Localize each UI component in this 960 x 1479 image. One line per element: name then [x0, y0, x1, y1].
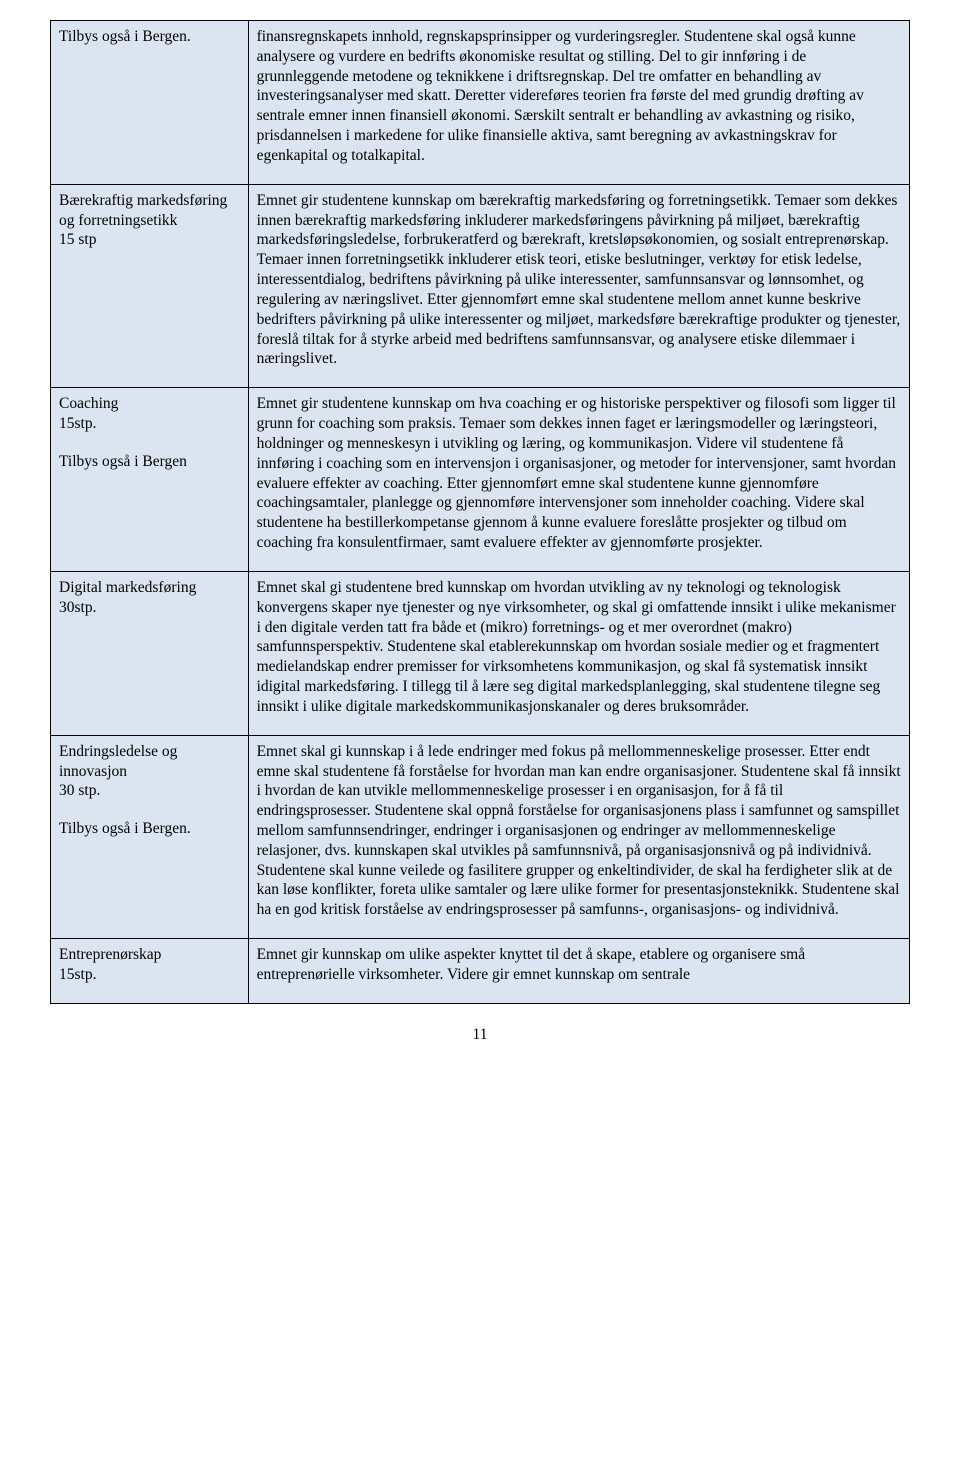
course-title: Entreprenørskap: [59, 945, 240, 965]
course-title: Bærekraftig markedsføring og forretnings…: [59, 191, 240, 231]
course-note: Tilbys også i Bergen: [59, 452, 240, 472]
course-description-cell: Emnet skal gi kunnskap i å lede endringe…: [248, 735, 909, 938]
table-row: Coaching 15stp. Tilbys også i Bergen Emn…: [51, 388, 910, 572]
course-description: Emnet skal gi kunnskap i å lede endringe…: [257, 743, 901, 919]
course-table: Tilbys også i Bergen. finansregnskapets …: [50, 20, 910, 1004]
course-left-cell: Tilbys også i Bergen.: [51, 21, 249, 185]
course-description: Emnet gir kunnskap om ulike aspekter kny…: [257, 946, 806, 983]
course-title: Endringsledelse og innovasjon: [59, 742, 240, 782]
document-page: Tilbys også i Bergen. finansregnskapets …: [0, 0, 960, 1064]
course-credits: 30 stp.: [59, 782, 100, 799]
course-left-cell: Digital markedsføring 30stp.: [51, 571, 249, 735]
course-credits: 30stp.: [59, 599, 96, 616]
course-description-cell: Emnet skal gi studentene bred kunnskap o…: [248, 571, 909, 735]
course-title: Digital markedsføring: [59, 578, 240, 598]
table-row: Endringsledelse og innovasjon 30 stp. Ti…: [51, 735, 910, 938]
table-row: Tilbys også i Bergen. finansregnskapets …: [51, 21, 910, 185]
course-credits: 15 stp: [59, 231, 96, 248]
course-description: Emnet skal gi studentene bred kunnskap o…: [257, 579, 896, 715]
course-credits: 15stp.: [59, 415, 96, 432]
course-left-cell: Coaching 15stp. Tilbys også i Bergen: [51, 388, 249, 572]
table-row: Digital markedsføring 30stp. Emnet skal …: [51, 571, 910, 735]
course-description: finansregnskapets innhold, regnskapsprin…: [257, 28, 864, 164]
page-number: 11: [50, 1004, 910, 1044]
table-row: Bærekraftig markedsføring og forretnings…: [51, 184, 910, 387]
course-left-cell: Bærekraftig markedsføring og forretnings…: [51, 184, 249, 387]
course-credits: 15stp.: [59, 966, 96, 983]
course-description-cell: finansregnskapets innhold, regnskapsprin…: [248, 21, 909, 185]
course-note: Tilbys også i Bergen.: [59, 819, 240, 839]
course-description: Emnet gir studentene kunnskap om hva coa…: [257, 395, 896, 551]
course-description-cell: Emnet gir studentene kunnskap om hva coa…: [248, 388, 909, 572]
course-left-cell: Entreprenørskap 15stp.: [51, 939, 249, 1004]
course-description: Emnet gir studentene kunnskap om bærekra…: [257, 192, 901, 368]
course-description-cell: Emnet gir kunnskap om ulike aspekter kny…: [248, 939, 909, 1004]
course-note: Tilbys også i Bergen.: [59, 27, 240, 47]
course-title: Coaching: [59, 394, 240, 414]
table-row: Entreprenørskap 15stp. Emnet gir kunnska…: [51, 939, 910, 1004]
course-description-cell: Emnet gir studentene kunnskap om bærekra…: [248, 184, 909, 387]
course-left-cell: Endringsledelse og innovasjon 30 stp. Ti…: [51, 735, 249, 938]
